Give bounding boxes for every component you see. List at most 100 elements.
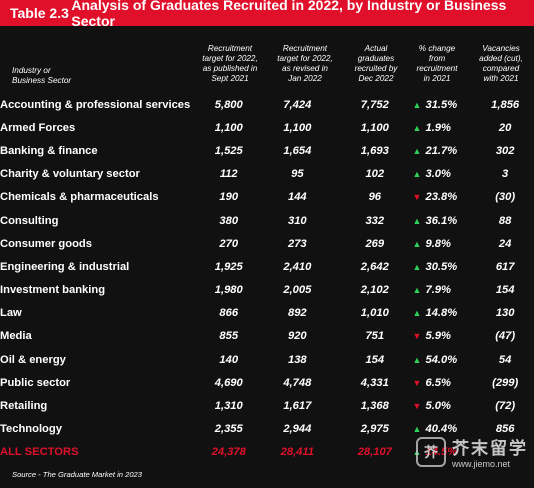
sector-name: Consulting [0, 214, 59, 227]
sector-name: Charity & voluntary sector [0, 168, 140, 181]
target-revised-value: 920 [287, 330, 307, 343]
table-row: Chemicals & pharmaceuticals 190 144 96 ▼ 23.8… [0, 186, 534, 209]
actual-value: 96 [368, 191, 382, 204]
source-note: Source - The Graduate Market in 2023 [12, 470, 143, 479]
table-row: Banking & finance 1,525 1,654 1,693 ▲ 21.7% 30… [0, 139, 534, 162]
target-published-value: 4,690 [214, 376, 243, 389]
target-revised-value: 273 [287, 237, 307, 250]
down-triangle-icon: ▼ [412, 331, 422, 342]
pct-change-value: ▼ 5.0% [412, 400, 451, 413]
sector-name: Law [0, 307, 22, 320]
target-published-value: 855 [219, 330, 239, 343]
table-row: Armed Forces 1,100 1,100 1,100 ▲ 1.9% 20 [0, 116, 534, 139]
sector-name: Public sector [0, 376, 71, 389]
pct-change-value: ▼ 6.5% [412, 376, 451, 389]
watermark: 芥 芥末留学 www.jiemo.net [416, 434, 528, 469]
table-row: Accounting & professional services 5,800 7… [0, 93, 534, 116]
sector-name: Media [0, 330, 32, 343]
vacancies-value: (30) [495, 191, 516, 204]
table-row: Oil & energy 140 138 154 ▲ 54.0% 54 [0, 348, 534, 371]
target-revised-value: 138 [287, 353, 307, 366]
up-triangle-icon: ▲ [412, 285, 422, 296]
table-row: Media 855 920 751 ▼ 5.9% (47) [0, 325, 534, 348]
actual-value: 1,368 [360, 400, 389, 413]
up-triangle-icon: ▲ [412, 215, 422, 226]
graduates-table: Accounting & professional services 5,800 7… [0, 93, 534, 464]
sector-name: Banking & finance [0, 144, 98, 157]
up-triangle-icon: ▲ [412, 424, 422, 435]
vacancies-value: 54 [498, 353, 512, 366]
pct-change-value: ▲ 9.8% [412, 237, 451, 250]
down-triangle-icon: ▼ [412, 401, 422, 412]
actual-value: 1,693 [360, 144, 389, 157]
actual-value: 2,642 [360, 260, 389, 273]
actual-value: 1,010 [360, 307, 389, 320]
pct-change-value: ▲ 54.0% [412, 353, 458, 366]
target-published-value: 2,355 [214, 423, 243, 436]
actual-value: 102 [365, 168, 385, 181]
target-published-value: 5,800 [214, 98, 243, 111]
pct-change-value: ▲ 21.7% [412, 144, 458, 157]
target-revised-value: 2,944 [283, 423, 312, 436]
watermark-url: www.jiemo.net [452, 459, 511, 469]
table-row: Consulting 380 310 332 ▲ 36.1% 88 [0, 209, 534, 232]
up-triangle-icon: ▲ [412, 261, 422, 272]
vacancies-value: (299) [492, 376, 519, 389]
vacancies-value: 3 [502, 168, 509, 181]
target-published-value: 1,980 [214, 284, 243, 297]
pct-change-value: ▲ 36.1% [412, 214, 458, 227]
pct-change-value: ▲ 31.5% [412, 98, 458, 111]
target-revised-value: 2,005 [283, 284, 312, 297]
sector-name: Accounting & professional services [0, 98, 191, 111]
down-triangle-icon: ▼ [412, 192, 422, 203]
up-triangle-icon: ▲ [412, 122, 422, 133]
target-published-value: 1,525 [214, 144, 243, 157]
pct-change-value: ▲ 14.8% [412, 307, 458, 320]
pct-change-value: ▲ 1.9% [412, 121, 451, 134]
vacancies-value: 88 [498, 214, 512, 227]
table-number: Table 2.3 [10, 5, 69, 21]
sector-name: Consumer goods [0, 237, 92, 250]
vacancies-value: 20 [498, 121, 512, 134]
sector-name: Technology [0, 423, 62, 436]
target-revised-value: 1,100 [283, 121, 312, 134]
target-revised-value: 95 [291, 168, 304, 181]
header-vacancies: Vacancies added (cut), compared with 202… [479, 44, 523, 83]
table-row: Engineering & industrial 1,925 2,410 2,642 ▲… [0, 255, 534, 278]
target-revised-value: 892 [287, 307, 307, 320]
table-row: Charity & voluntary sector 112 95 102 ▲ 3.0% 3 [0, 163, 534, 186]
target-revised-value: 7,424 [283, 98, 312, 111]
header-actual: Actual graduates recruited by Dec 2022 [354, 44, 398, 83]
sector-name: Chemicals & pharmaceuticals [0, 191, 159, 204]
pct-change-value: ▲ 40.4% [412, 423, 458, 436]
sector-name: Retailing [0, 400, 48, 413]
target-revised-value: 2,410 [283, 260, 312, 273]
up-triangle-icon: ▲ [412, 238, 422, 249]
target-published-value: 1,310 [214, 400, 243, 413]
target-published-value: 112 [219, 168, 238, 181]
target-published-value: 1,925 [214, 260, 243, 273]
sector-name: ALL SECTORS [0, 446, 79, 459]
actual-value: 4,331 [360, 376, 389, 389]
target-published-value: 270 [219, 237, 239, 250]
table-title: Analysis of Graduates Recruited in 2022,… [71, 0, 507, 29]
target-revised-value: 144 [287, 191, 307, 204]
table-row: Law 866 892 1,010 ▲ 14.8% 130 [0, 302, 534, 325]
actual-value: 2,102 [360, 284, 389, 297]
actual-value: 332 [365, 214, 385, 227]
target-published-value: 380 [219, 214, 239, 227]
pct-change-value: ▲ 3.0% [412, 168, 451, 181]
up-triangle-icon: ▲ [412, 308, 422, 319]
pct-change-value: ▲ 30.5% [412, 260, 458, 273]
target-published-value: 866 [219, 307, 239, 320]
actual-value: 269 [365, 237, 385, 250]
actual-value: 154 [365, 353, 385, 366]
header-target-revised: Recruitment target for 2022, as revised … [277, 44, 333, 83]
header-target-published: Recruitment target for 2022, as publishe… [202, 44, 258, 83]
pct-change-value: ▼ 5.9% [412, 330, 451, 343]
watermark-chinese: 芥末留学 [452, 439, 528, 458]
vacancies-value: 1,856 [491, 98, 520, 111]
vacancies-value: 130 [495, 307, 515, 320]
table-row: Retailing 1,310 1,617 1,368 ▼ 5.0% (72) [0, 394, 534, 417]
target-published-value: 140 [219, 353, 239, 366]
